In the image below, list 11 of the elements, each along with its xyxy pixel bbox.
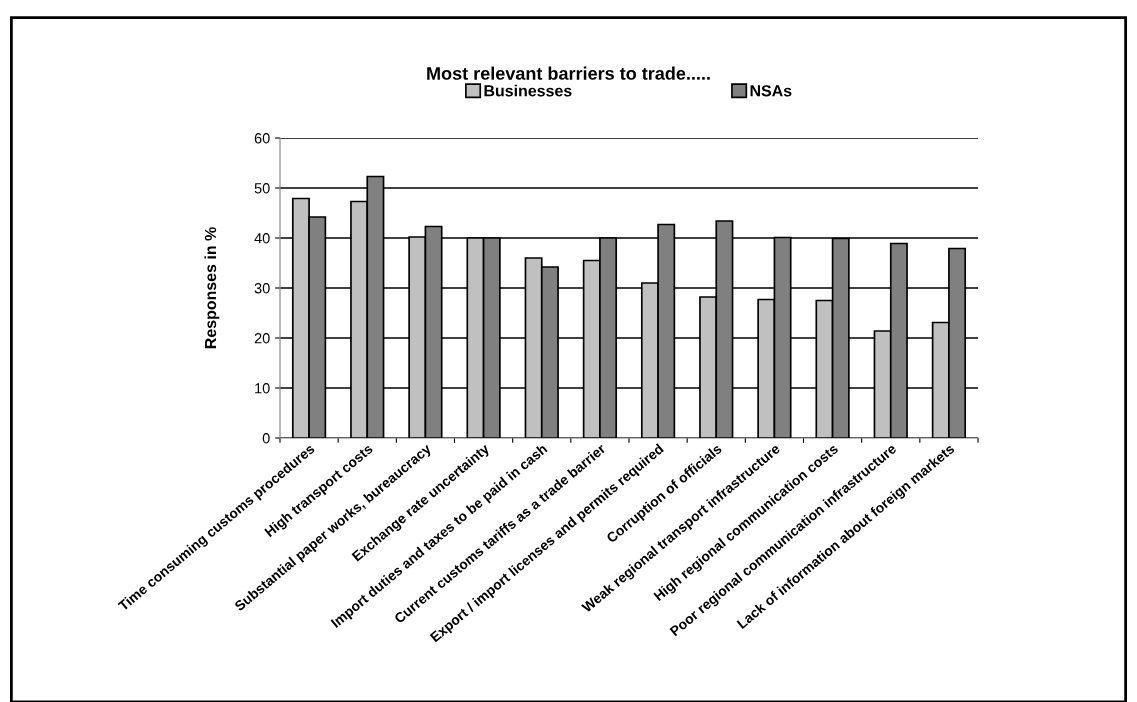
y-tick-label: 0 xyxy=(262,433,270,444)
y-tick-label: 50 xyxy=(254,183,270,194)
y-tick-label: 20 xyxy=(254,333,270,344)
y-axis-title: Responses in % xyxy=(204,227,220,349)
y-tick-label: 30 xyxy=(254,283,270,294)
y-tick-label: 40 xyxy=(254,233,270,244)
y-tick-label: 10 xyxy=(255,383,270,394)
chart-title: Most relevant barriers to trade..... xyxy=(427,66,710,80)
legend-label: Businesses xyxy=(484,84,572,97)
legend-label: NSAs xyxy=(750,85,792,97)
y-tick-label: 60 xyxy=(254,133,270,144)
